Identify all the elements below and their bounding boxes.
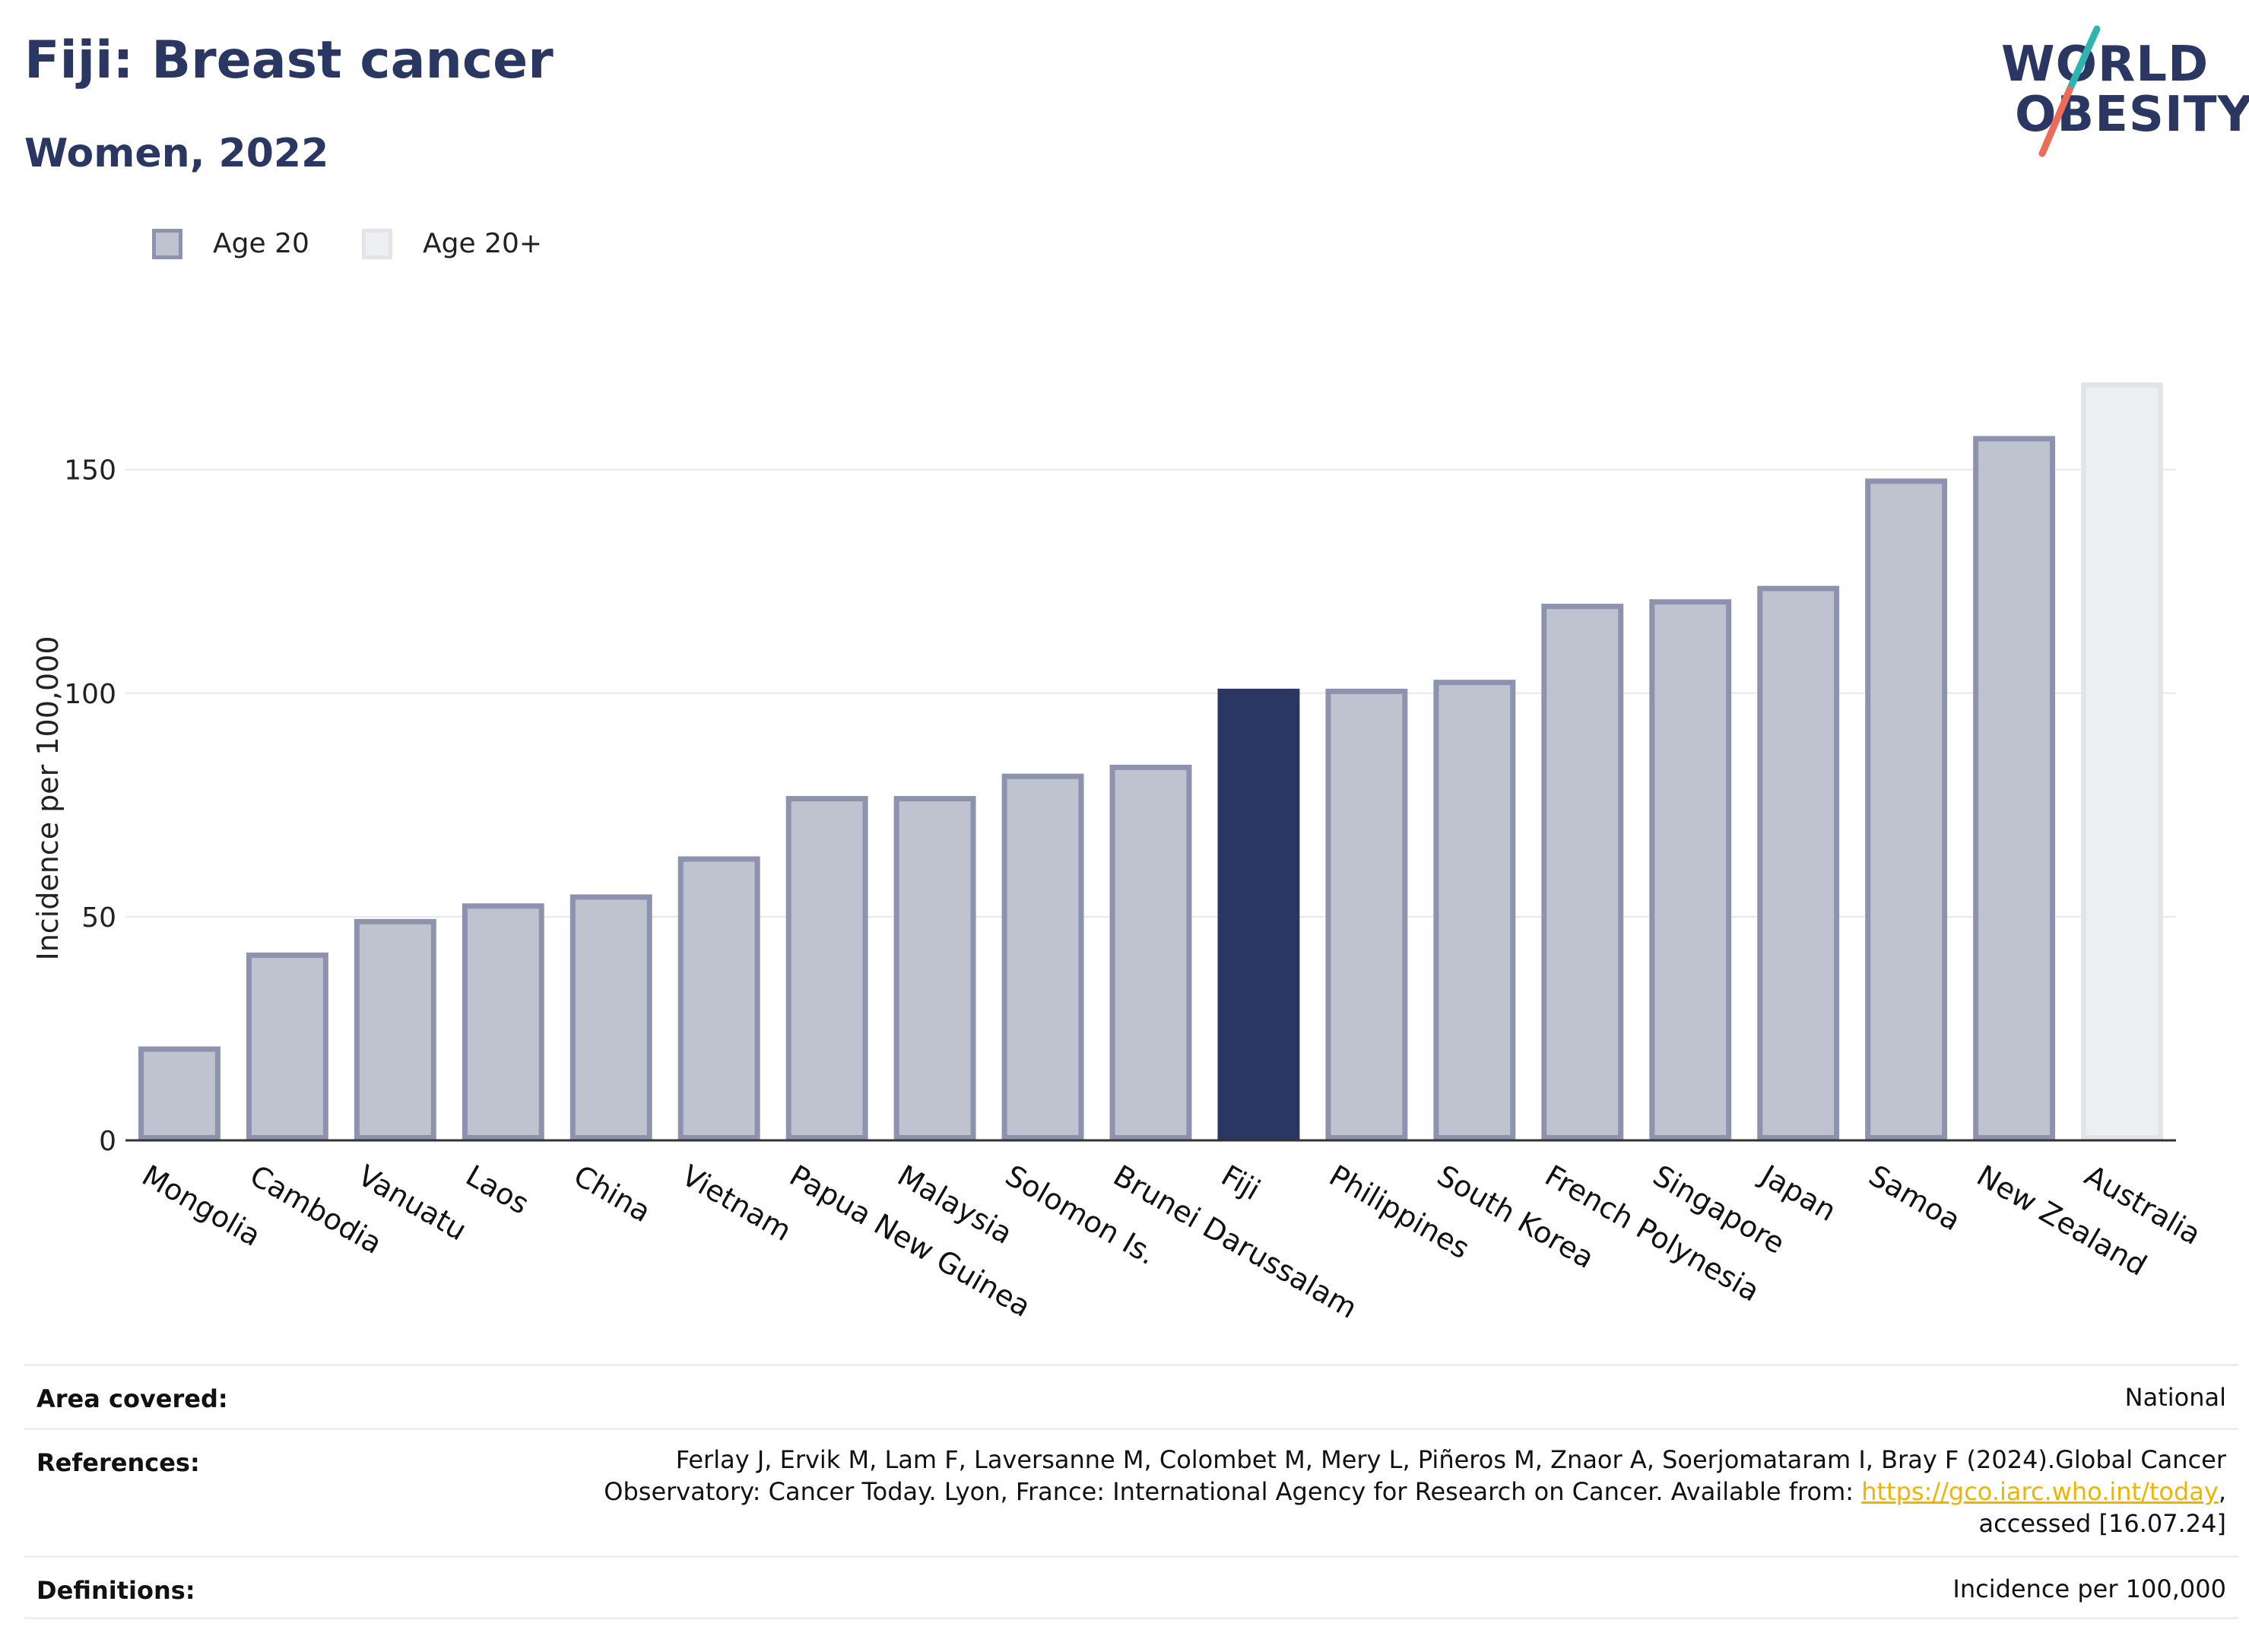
bar-philippines[interactable]	[1325, 688, 1408, 1140]
reference-line-2-text: Observatory: Cancer Today. Lyon, France:…	[604, 1477, 1862, 1506]
world-obesity-logo: WORLD OBESITY	[1984, 23, 2249, 160]
x-tick-label-mongolia: Mongolia	[136, 1159, 266, 1253]
footer-label-definitions: Definitions:	[36, 1576, 195, 1605]
y-tick-label: 50	[81, 902, 116, 934]
legend-item-age-20[interactable]: Age 20	[152, 228, 309, 259]
page-subtitle: Women, 2022	[24, 131, 329, 176]
logo-line-1: WORLD	[2001, 36, 2209, 93]
bar-singapore[interactable]	[1649, 599, 1732, 1140]
reference-line-1: Ferlay J, Ervik M, Lam F, Laversanne M, …	[675, 1445, 2226, 1474]
x-tick-label-fiji: Fiji	[1216, 1159, 1266, 1206]
y-axis-label: Incidence per 100,000	[31, 636, 65, 960]
page-title: Fiji: Breast cancer	[24, 30, 554, 90]
bar-mongolia[interactable]	[138, 1046, 220, 1140]
bar-fiji[interactable]	[1217, 688, 1300, 1140]
footer-row-area: Area covered: National	[24, 1364, 2238, 1428]
bar-new-zealand[interactable]	[1973, 436, 2056, 1140]
bar-samoa[interactable]	[1865, 478, 1948, 1140]
x-tick-label-samoa: Samoa	[1864, 1159, 1966, 1238]
bar-solomon-is[interactable]	[1001, 773, 1084, 1140]
bar-papua-new-guinea[interactable]	[785, 796, 868, 1140]
logo-slash-icon	[2038, 25, 2101, 157]
bar-vanuatu[interactable]	[354, 918, 436, 1140]
footer-label-area: Area covered:	[36, 1384, 228, 1413]
legend-label-age-20: Age 20	[213, 228, 309, 259]
chart-bars	[138, 382, 2163, 1141]
legend-label-age-20-plus: Age 20+	[423, 228, 543, 259]
footer-value-references: Ferlay J, Ervik M, Lam F, Laversanne M, …	[604, 1444, 2226, 1539]
legend-swatch-age-20	[152, 228, 182, 259]
footer-value-definitions: Incidence per 100,000	[1952, 1574, 2226, 1603]
bar-malaysia[interactable]	[893, 796, 976, 1140]
bar-brunei-darussalam[interactable]	[1109, 764, 1192, 1140]
x-tick-label-china: China	[568, 1159, 656, 1229]
x-tick-label-vietnam: Vietnam	[676, 1159, 797, 1248]
chart-footer: Area covered: National References: Ferla…	[24, 1364, 2238, 1619]
bar-japan[interactable]	[1757, 585, 1840, 1140]
bar-laos[interactable]	[462, 903, 544, 1141]
reference-line-2: Observatory: Cancer Today. Lyon, France:…	[604, 1476, 2226, 1508]
y-tick-label: 0	[99, 1126, 116, 1157]
footer-row-references: References: Ferlay J, Ervik M, Lam F, La…	[24, 1428, 2238, 1555]
footer-label-references: References:	[36, 1448, 200, 1477]
bar-vietnam[interactable]	[677, 856, 760, 1140]
bar-australia[interactable]	[2081, 382, 2163, 1140]
bar-south-korea[interactable]	[1433, 680, 1516, 1140]
y-tick-label: 150	[64, 455, 116, 487]
legend-item-age-20-plus[interactable]: Age 20+	[362, 228, 542, 259]
x-tick-label-laos: Laos	[460, 1159, 534, 1221]
bar-cambodia[interactable]	[246, 952, 328, 1140]
y-tick-label: 100	[64, 679, 116, 710]
bar-french-polynesia[interactable]	[1541, 604, 1624, 1140]
footer-row-definitions: Definitions: Incidence per 100,000	[24, 1555, 2238, 1619]
reference-link[interactable]: https://gco.iarc.who.int/today	[1861, 1477, 2219, 1506]
legend-swatch-age-20-plus	[362, 228, 392, 259]
reference-line-3: accessed [16.07.24]	[1978, 1509, 2226, 1538]
footer-value-area: National	[2124, 1383, 2226, 1412]
bar-china[interactable]	[569, 894, 652, 1140]
reference-line-2-end: ,	[2218, 1477, 2226, 1506]
